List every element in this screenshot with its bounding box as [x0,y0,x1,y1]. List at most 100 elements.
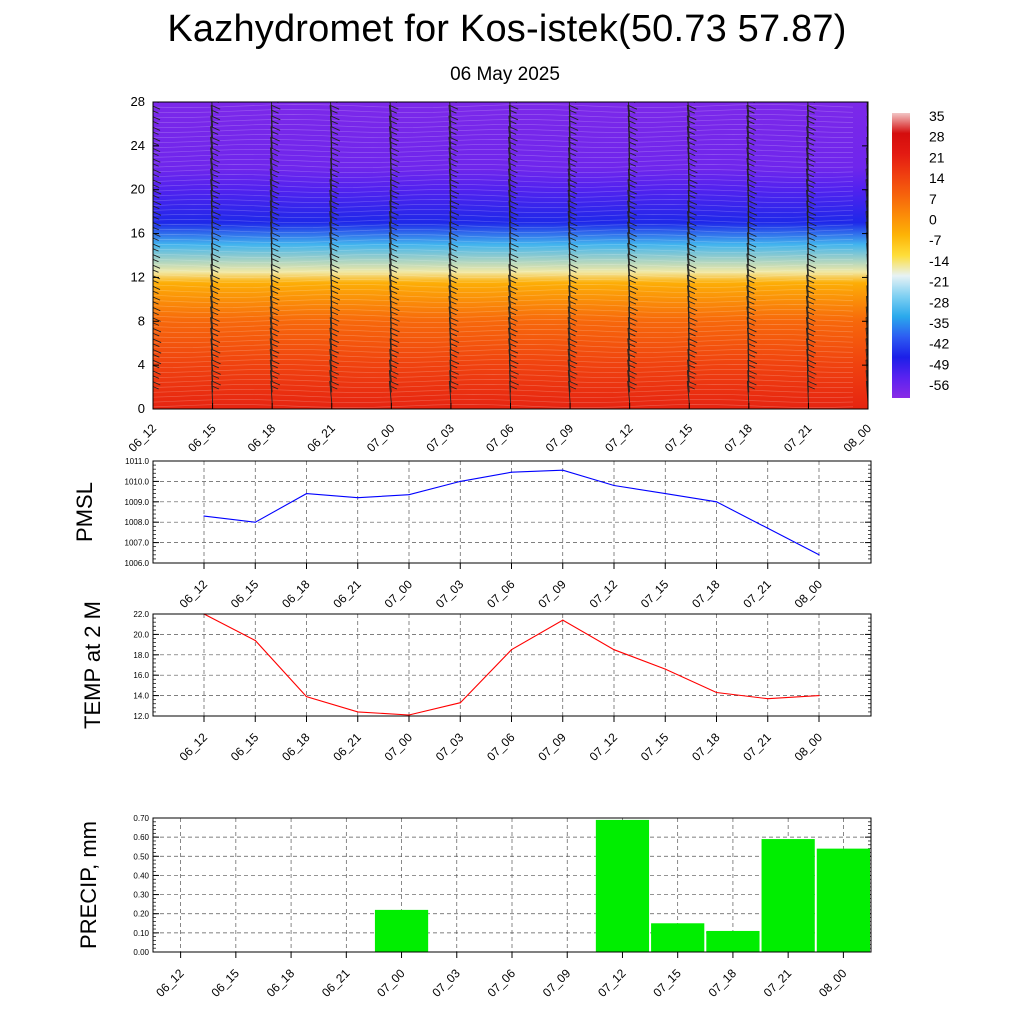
barb-staff [746,327,750,350]
x-tick-label: 06_21 [304,421,338,455]
data-point [203,515,205,517]
colorbar-label: 35 [929,108,945,124]
barb-feather [450,364,458,369]
x-tick-label: 06_21 [330,730,364,764]
barb-staff [448,274,452,297]
barb-feather [330,141,339,146]
barb-feather [270,242,281,248]
barb-feather [627,210,637,216]
barb-staff [746,168,750,191]
barb-feather [628,136,638,142]
wind-barb [153,116,161,138]
data-point [459,480,461,482]
x-tick-label: 07_12 [595,966,629,1000]
barb-staff [448,253,452,276]
barb-feather [568,237,577,241]
barb-feather [807,380,817,386]
barb-staff [746,317,750,340]
x-tick-label: 07_18 [721,421,755,455]
barb-feather [687,152,696,157]
x-tick-label: 06_12 [126,421,160,455]
contour-line [153,289,854,293]
barb-feather [628,268,636,273]
barb-feather [568,126,579,131]
barb-staff [687,200,690,223]
barb-feather [448,136,459,142]
barb-feather [508,168,518,174]
barb-feather [153,200,162,206]
barb-feather [390,162,398,167]
barb-feather [509,104,519,110]
wind-barbs [153,95,868,404]
barb-feather [569,247,577,252]
barb-feather [271,263,281,269]
barb-staff [210,274,214,297]
barb-feather [153,381,161,386]
barb-staff [329,190,333,213]
barb-feather [687,95,696,99]
barb-staff [210,264,214,287]
barb-staff [389,285,392,308]
barb-staff [567,359,571,382]
barb-feather [628,311,637,316]
x-tick-label: 07_06 [484,730,518,764]
barb-staff [806,338,809,361]
wind-barb [153,296,161,319]
barb-feather [508,316,518,322]
x-tick-label: 07_12 [587,577,621,611]
barb-feather [153,237,159,241]
x-tick-label: 07_12 [587,730,621,764]
barb-feather [153,301,159,305]
barb-feather [569,109,577,114]
barb-feather [508,147,518,153]
barb-feather [153,386,159,390]
barb-feather [567,179,578,184]
barb-feather [688,311,696,316]
barb-feather [271,104,281,110]
barb-feather [153,338,162,343]
barb-feather [807,242,817,248]
contour-line [153,244,854,248]
barb-feather [389,253,399,259]
x-tick-label: 06_18 [245,421,279,455]
barb-feather [390,157,400,163]
barb-feather [569,268,577,273]
barb-staff [211,102,214,117]
contour-line [153,259,853,263]
barb-staff [210,168,214,191]
barb-staff [329,168,333,191]
barb-feather [390,179,400,184]
colorbar-label: -21 [929,274,949,290]
barb-staff [389,359,392,382]
contour-line [153,109,854,113]
barb-staff [329,264,333,287]
data-point [510,649,513,651]
contour-line [153,364,854,368]
barb-feather [271,253,281,259]
wind-barb [153,126,161,149]
barb-feather [508,295,518,301]
colorbar-label: 21 [929,149,945,165]
barb-feather [448,285,459,290]
barb-staff [210,200,214,223]
barb-staff [270,274,273,297]
barb-staff [627,211,631,234]
barb-staff [746,264,750,287]
barb-feather [153,152,159,157]
barb-feather [330,295,341,301]
y-tick-label: 1011.0 [125,457,149,466]
contour-line [153,349,854,353]
barb-staff [270,380,273,404]
barb-feather [449,200,460,206]
chart-title: Kazhydromet for Kos-istek(50.73 57.87) [167,8,847,50]
barb-feather [687,263,697,269]
barb-feather [509,221,519,227]
barb-staff [329,338,333,361]
contour-line [153,184,854,188]
barb-staff [628,306,631,329]
barb-feather [211,359,221,365]
y-tick-label: 28 [131,94,145,109]
contour-line [153,144,854,148]
barb-staff [210,179,214,202]
barb-feather [329,348,339,354]
